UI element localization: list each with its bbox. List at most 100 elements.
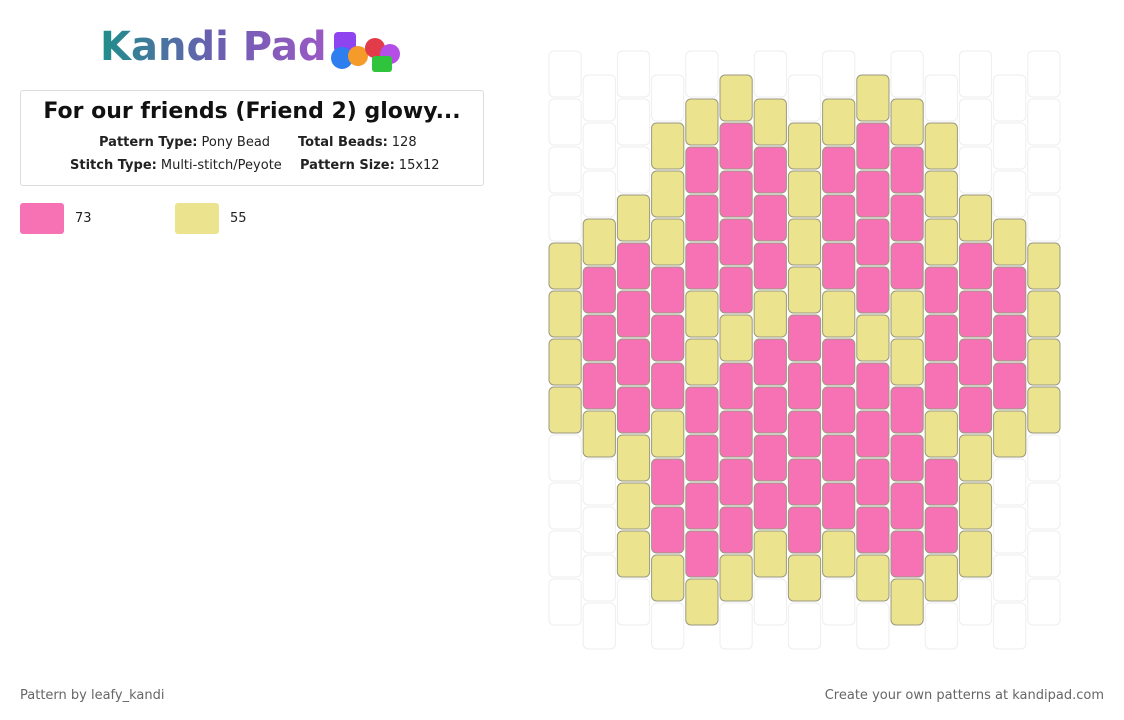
bead xyxy=(856,170,890,218)
bead xyxy=(1027,386,1061,434)
bead xyxy=(787,218,822,266)
bead xyxy=(582,410,616,458)
bead xyxy=(822,434,856,482)
bead xyxy=(685,482,719,530)
bead xyxy=(890,338,924,386)
bead xyxy=(924,506,958,554)
bead xyxy=(856,314,890,362)
footer-link[interactable]: Create your own patterns at kandipad.com xyxy=(824,688,1104,703)
empty-bead xyxy=(993,554,1027,602)
bead xyxy=(787,170,822,218)
bead xyxy=(719,458,753,506)
bead xyxy=(856,458,890,506)
field: Pattern Type: Pony Bead xyxy=(99,135,270,150)
field: Pattern Size: 15x12 xyxy=(300,158,440,173)
bead xyxy=(582,266,616,314)
bead xyxy=(753,386,787,434)
empty-bead xyxy=(993,122,1027,170)
bead xyxy=(651,266,685,314)
pattern-title: For our friends (Friend 2) glowy... xyxy=(43,99,461,124)
bead xyxy=(651,458,685,506)
bead xyxy=(924,266,958,314)
empty-bead xyxy=(993,602,1027,650)
bead xyxy=(651,218,685,266)
bead xyxy=(822,194,856,242)
bead xyxy=(958,434,993,482)
field-label: Pattern Size: xyxy=(300,158,395,173)
empty-bead xyxy=(582,170,616,218)
bead xyxy=(616,386,651,434)
bead xyxy=(719,362,753,410)
logo-icon xyxy=(331,32,400,72)
bead xyxy=(651,170,685,218)
bead xyxy=(924,314,958,362)
bead xyxy=(719,410,753,458)
legend-swatch xyxy=(175,203,219,234)
bead xyxy=(1027,242,1061,290)
field-value: Pony Bead xyxy=(201,135,271,150)
bead xyxy=(651,506,685,554)
bead xyxy=(753,146,787,194)
empty-bead xyxy=(822,50,856,98)
bead xyxy=(719,554,753,602)
empty-bead xyxy=(993,170,1027,218)
bead xyxy=(548,290,582,338)
footer-credit: Pattern by leafy_kandi xyxy=(20,688,165,703)
bead xyxy=(582,218,616,266)
bead xyxy=(685,386,719,434)
bead xyxy=(890,530,924,578)
bead xyxy=(993,266,1027,314)
bead xyxy=(685,98,719,146)
empty-bead xyxy=(616,146,651,194)
bead xyxy=(719,218,753,266)
empty-bead xyxy=(958,98,993,146)
bead xyxy=(890,242,924,290)
bead xyxy=(685,578,719,626)
empty-bead xyxy=(548,50,582,98)
logo[interactable]: Kandi Pad xyxy=(100,24,327,70)
bead xyxy=(685,194,719,242)
empty-bead xyxy=(993,458,1027,506)
bead xyxy=(958,338,993,386)
bead xyxy=(787,122,822,170)
field-value: 15x12 xyxy=(398,158,440,173)
bead xyxy=(856,266,890,314)
bead xyxy=(753,530,787,578)
bead xyxy=(787,362,822,410)
empty-bead xyxy=(856,602,890,650)
bead xyxy=(822,338,856,386)
bead xyxy=(856,218,890,266)
bead xyxy=(890,386,924,434)
bead xyxy=(616,482,651,530)
empty-bead xyxy=(1027,434,1061,482)
legend-count: 73 xyxy=(75,211,92,226)
empty-bead xyxy=(651,74,685,122)
bead xyxy=(890,194,924,242)
bead xyxy=(822,98,856,146)
bead xyxy=(719,122,753,170)
bead xyxy=(616,338,651,386)
bead xyxy=(616,434,651,482)
bead xyxy=(719,266,753,314)
bead xyxy=(616,290,651,338)
info-box: For our friends (Friend 2) glowy... Patt… xyxy=(20,90,484,186)
empty-bead xyxy=(787,74,822,122)
empty-bead xyxy=(890,50,924,98)
bead xyxy=(685,146,719,194)
bead xyxy=(958,530,993,578)
empty-bead xyxy=(616,50,651,98)
bead xyxy=(856,122,890,170)
bead xyxy=(856,74,890,122)
bead xyxy=(651,122,685,170)
bead xyxy=(685,434,719,482)
empty-bead xyxy=(616,578,651,626)
bead xyxy=(548,338,582,386)
field-value: 128 xyxy=(391,135,417,150)
bead xyxy=(993,314,1027,362)
bead xyxy=(753,290,787,338)
bead xyxy=(651,554,685,602)
field-label: Stitch Type: xyxy=(70,158,157,173)
bead xyxy=(856,554,890,602)
bead xyxy=(548,386,582,434)
